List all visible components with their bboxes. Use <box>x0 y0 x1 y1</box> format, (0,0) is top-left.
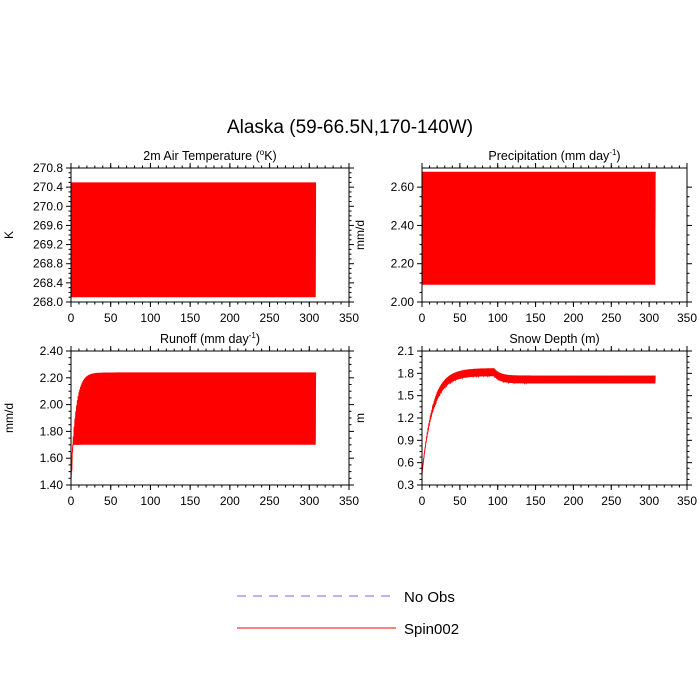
x-tick-label: 50 <box>453 494 467 508</box>
x-tick-label: 250 <box>260 311 280 325</box>
x-tick-label: 0 <box>68 494 75 508</box>
x-tick-label: 100 <box>488 311 508 325</box>
x-tick-label: 150 <box>526 494 546 508</box>
x-tick-label: 50 <box>104 311 118 325</box>
figure-title: Alaska (59-66.5N,170-140W) <box>227 117 473 138</box>
y-axis-label: mm/d <box>2 403 16 433</box>
x-tick-label: 350 <box>677 494 697 508</box>
y-tick-label: 2.20 <box>40 371 64 385</box>
x-tick-label: 300 <box>639 494 659 508</box>
x-tick-label: 0 <box>419 494 426 508</box>
y-tick-label: 1.60 <box>40 451 64 465</box>
y-tick-label: 2.60 <box>391 180 415 194</box>
y-tick-label: 1.40 <box>40 478 64 492</box>
x-tick-label: 250 <box>601 311 621 325</box>
x-tick-label: 50 <box>453 311 467 325</box>
y-tick-label: 2.00 <box>40 398 64 412</box>
panel-title: Precipitation (mm day-1) <box>488 148 620 163</box>
y-tick-label: 269.2 <box>33 238 63 252</box>
panel-title: 2m Air Temperature (oK) <box>143 148 276 163</box>
x-tick-label: 150 <box>526 311 546 325</box>
panel-title: Runoff (mm day-1) <box>160 331 260 346</box>
x-tick-label: 200 <box>220 311 240 325</box>
y-tick-label: 1.5 <box>397 389 414 403</box>
x-tick-label: 150 <box>180 311 200 325</box>
y-axis-label: m <box>353 413 367 423</box>
x-tick-label: 350 <box>339 311 359 325</box>
x-tick-label: 150 <box>180 494 200 508</box>
x-tick-label: 250 <box>260 494 280 508</box>
y-tick-label: 0.9 <box>397 433 414 447</box>
x-tick-label: 100 <box>488 494 508 508</box>
panel-1: 0 50 100 150 200 250 300 350 268.0 268.4 268.8 269.… <box>2 148 359 325</box>
y-tick-label: 2.40 <box>391 218 415 232</box>
series-line-spin002 <box>70 182 317 298</box>
x-tick-label: 200 <box>563 494 583 508</box>
y-tick-label: 0.6 <box>397 456 414 470</box>
x-tick-label: 100 <box>140 311 160 325</box>
y-tick-label: 268.0 <box>33 295 63 309</box>
series-line-spin002 <box>421 368 656 474</box>
y-tick-label: 270.8 <box>33 161 63 175</box>
y-axis-label: mm/d <box>353 220 367 250</box>
y-tick-label: 1.2 <box>397 411 414 425</box>
x-tick-label: 300 <box>299 494 319 508</box>
y-tick-label: 270.4 <box>33 180 63 194</box>
x-tick-label: 350 <box>339 494 359 508</box>
x-tick-label: 0 <box>68 311 75 325</box>
x-tick-label: 300 <box>299 311 319 325</box>
x-tick-label: 100 <box>140 494 160 508</box>
y-tick-label: 269.6 <box>33 218 63 232</box>
y-tick-label: 2.00 <box>391 295 415 309</box>
series-line-spin002 <box>421 171 656 285</box>
y-tick-label: 1.8 <box>397 366 414 380</box>
y-tick-label: 0.3 <box>397 478 414 492</box>
series-line-spin002 <box>70 372 317 479</box>
y-axis-label: K <box>2 231 16 239</box>
y-tick-label: 2.20 <box>391 257 415 271</box>
x-tick-label: 350 <box>677 311 697 325</box>
y-tick-label: 2.1 <box>397 344 414 358</box>
legend: No Obs Spin002 <box>237 589 459 638</box>
x-tick-label: 0 <box>419 311 426 325</box>
panel-4: 0 50 100 150 200 250 300 350 0.3 0.6 0.9 1.2 1.5 1.8 2… <box>353 332 697 508</box>
y-tick-label: 2.40 <box>40 344 64 358</box>
x-tick-label: 250 <box>601 494 621 508</box>
x-tick-label: 300 <box>639 311 659 325</box>
panel-2: 0 50 100 150 200 250 300 350 2.00 2.20 2.40 2.60 mm/… <box>353 148 697 325</box>
y-tick-label: 1.80 <box>40 424 64 438</box>
x-tick-label: 50 <box>104 494 118 508</box>
panel-3: 0 50 100 150 200 250 300 350 1.40 1.60 1.80 2.00 2.2… <box>2 331 359 508</box>
x-tick-label: 200 <box>563 311 583 325</box>
legend-label-spin002: Spin002 <box>404 621 459 638</box>
y-tick-label: 268.4 <box>33 276 63 290</box>
y-tick-label: 270.0 <box>33 199 63 213</box>
y-tick-label: 268.8 <box>33 257 63 271</box>
x-tick-label: 200 <box>220 494 240 508</box>
panel-title: Snow Depth (m) <box>509 332 599 346</box>
legend-label-no-obs: No Obs <box>404 589 455 606</box>
